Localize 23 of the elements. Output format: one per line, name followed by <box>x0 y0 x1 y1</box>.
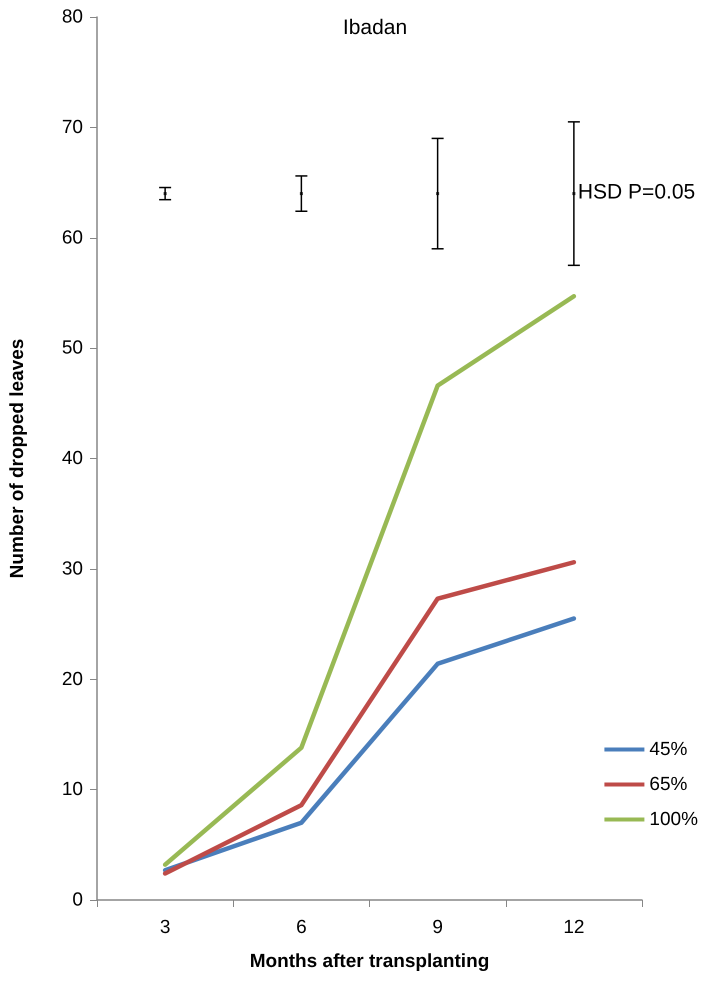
x-axis-title: Months after transplanting <box>250 951 490 972</box>
x-tick-label: 6 <box>296 917 307 938</box>
y-tick-label: 70 <box>62 116 83 138</box>
line-series <box>162 616 576 872</box>
legend-label: 65% <box>649 774 688 795</box>
y-tick-label: 0 <box>72 890 83 910</box>
y-tick-label: 20 <box>62 668 83 690</box>
legend-label: 45% <box>649 739 688 760</box>
y-tick-label: 40 <box>62 448 83 469</box>
y-tick-label: 10 <box>62 779 83 800</box>
y-tick-label: 80 <box>62 6 83 28</box>
y-tick-label: 60 <box>62 227 83 248</box>
line-series <box>162 560 576 876</box>
line-series <box>162 294 576 867</box>
legend-label: 100% <box>649 809 698 830</box>
y-axis-title: Number of dropped leaves <box>7 338 28 578</box>
x-tick-label: 9 <box>432 917 443 938</box>
y-tick-label: 50 <box>62 338 83 359</box>
y-tick-label: 30 <box>62 558 83 580</box>
chart-title: Ibadan <box>342 16 408 39</box>
x-tick-label: 3 <box>160 917 170 938</box>
x-tick-label: 12 <box>563 917 584 938</box>
annotation: HSD P=0.05 <box>578 180 696 204</box>
